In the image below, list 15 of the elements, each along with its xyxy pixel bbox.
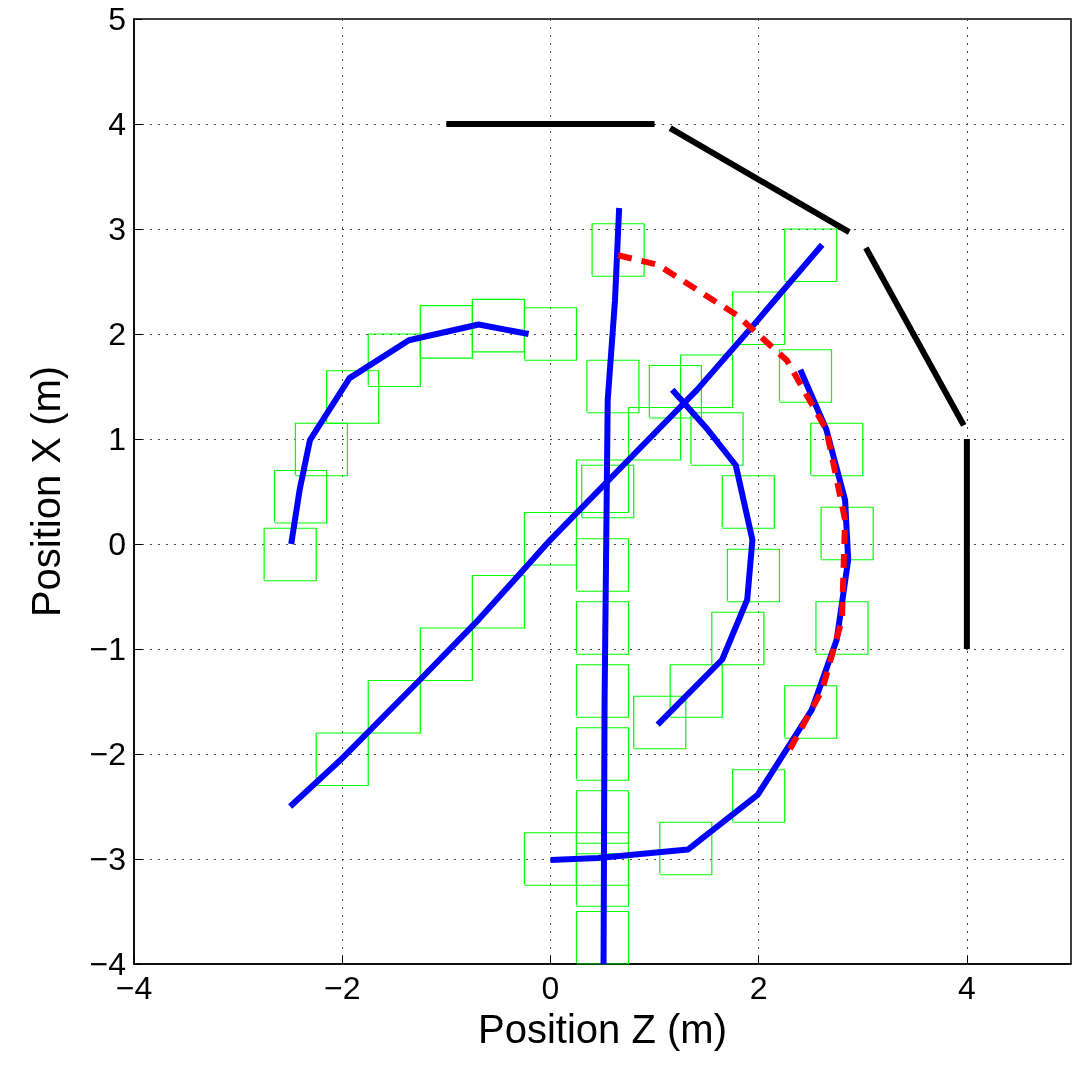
y-tick-label: 5 <box>108 1 126 37</box>
y-tick-label: 1 <box>108 421 126 457</box>
y-tick-label: −1 <box>89 631 126 667</box>
x-axis-title: Position Z (m) <box>478 1007 727 1051</box>
y-tick-label: 4 <box>108 106 126 142</box>
y-tick-label: −3 <box>89 841 126 877</box>
x-tick-label: 0 <box>541 970 560 1006</box>
y-tick-label: −2 <box>89 736 126 772</box>
x-tick-label: 2 <box>749 970 768 1006</box>
x-tick-label: −2 <box>323 970 361 1006</box>
y-tick-label: 0 <box>108 526 126 562</box>
y-tick-label: 2 <box>108 316 126 352</box>
x-tick-label: 4 <box>957 970 976 1006</box>
y-tick-label: 3 <box>108 211 126 247</box>
y-axis-title: Position X (m) <box>24 365 68 618</box>
